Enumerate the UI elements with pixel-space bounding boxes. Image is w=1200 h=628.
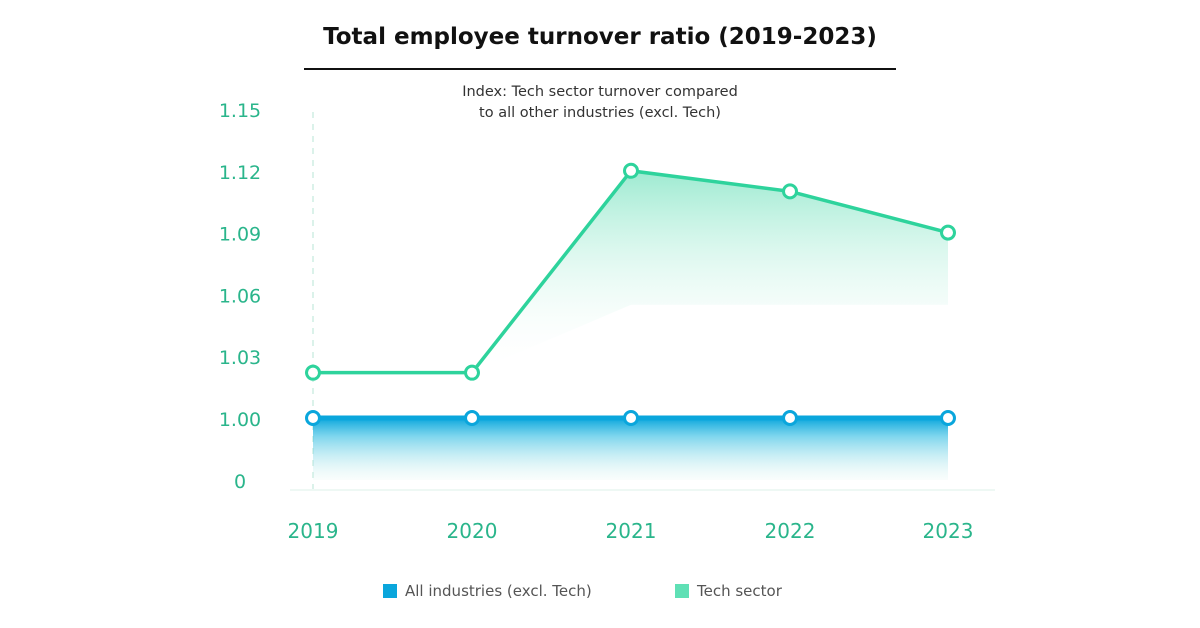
x-tick-label: 2022 <box>765 519 816 543</box>
chart-title: Total employee turnover ratio (2019-2023… <box>323 24 877 50</box>
point-all-industries <box>623 410 639 426</box>
area-fills <box>313 170 948 480</box>
legend-label-all-industries: All industries (excl. Tech) <box>405 582 592 600</box>
subtitle-line-2: to all other industries (excl. Tech) <box>479 105 721 121</box>
y-tick-label: 1.09 <box>219 224 261 246</box>
legend-swatch-tech-sector <box>675 584 689 598</box>
title-underline <box>304 68 896 70</box>
y-tick-label: 1.12 <box>219 162 261 184</box>
y-tick-label: 1.00 <box>219 409 261 431</box>
x-tick-label: 2020 <box>447 519 498 543</box>
area-all-industries <box>313 418 948 480</box>
x-tick-label: 2023 <box>923 519 974 543</box>
x-tick-label: 2019 <box>288 519 339 543</box>
point-tech-sector <box>623 162 639 179</box>
legend-swatch-all-industries <box>383 584 397 598</box>
y-tick-label: 1.03 <box>219 347 261 369</box>
legend-item-tech-sector: Tech sector <box>675 582 782 600</box>
legend-label-tech-sector: Tech sector <box>697 582 782 600</box>
x-tick-label: 2021 <box>606 519 657 543</box>
area-tech-sector <box>472 170 948 373</box>
chart-subtitle: Index: Tech sector turnover compared to … <box>400 82 800 124</box>
y-axis: 0 1.00 1.03 1.06 1.09 1.12 1.15 <box>219 100 314 495</box>
point-tech-sector <box>782 183 798 200</box>
point-tech-sector <box>940 224 956 241</box>
y-tick-label: 1.06 <box>219 285 261 307</box>
x-axis: 2019 2020 2021 2022 2023 <box>288 489 995 543</box>
point-tech-sector <box>305 364 321 381</box>
y-tick-label: 0 <box>234 471 246 493</box>
point-all-industries <box>464 410 480 426</box>
subtitle-line-1: Index: Tech sector turnover compared <box>462 84 738 100</box>
point-tech-sector <box>464 364 480 381</box>
data-points <box>305 162 956 426</box>
point-all-industries <box>305 410 321 426</box>
point-all-industries <box>940 410 956 426</box>
point-all-industries <box>782 410 798 426</box>
legend-item-all-industries: All industries (excl. Tech) <box>383 582 592 600</box>
y-tick-label: 1.15 <box>219 100 261 122</box>
